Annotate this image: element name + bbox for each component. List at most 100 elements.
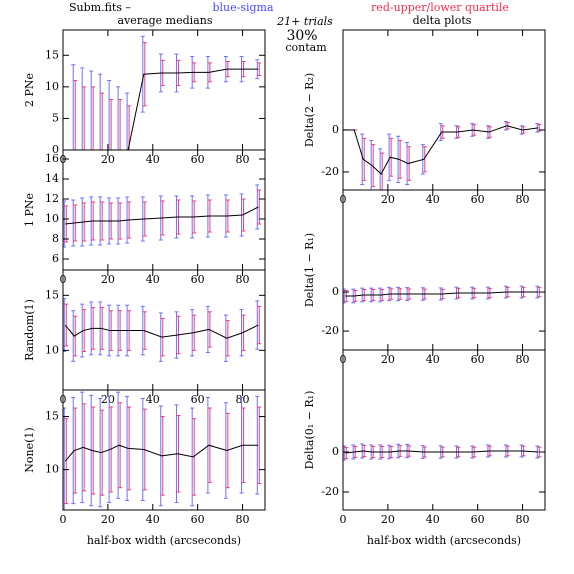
y-tick-label: 15	[45, 410, 59, 423]
quartile-error-bar	[257, 305, 262, 345]
y-axis-label: None(1)	[23, 427, 36, 472]
contam: contam	[285, 41, 327, 54]
x-tick-label: 40	[426, 193, 440, 206]
sigma-error-bar	[438, 123, 443, 141]
x-axis-label: half-box width (arcseconds)	[367, 534, 521, 547]
plot-area	[63, 35, 262, 150]
y-tick-label: 6	[52, 252, 59, 265]
x-tick-label: 20	[101, 513, 115, 526]
x-tick-label: 80	[236, 393, 250, 406]
x-tick-label: 20	[381, 353, 395, 366]
x-tick-label: 20	[381, 193, 395, 206]
quartile-error-bar	[257, 189, 262, 225]
sigma-error-bar	[369, 139, 374, 190]
x-tick-label: 60	[191, 273, 205, 286]
sigma-error-bar	[71, 396, 76, 505]
sigma-error-bar	[205, 396, 210, 494]
quartile-note: red-upper/lower quartile	[371, 1, 509, 14]
y-tick-label: 15	[45, 288, 59, 301]
quartile-error-bar	[118, 98, 123, 150]
data-line	[345, 450, 539, 454]
plot-area	[343, 443, 542, 461]
y-tick-label: 12	[45, 192, 59, 205]
y-tick-label: 10	[45, 80, 59, 93]
panel-frame	[62, 389, 266, 511]
right-title: delta plots	[413, 14, 472, 27]
x-axis-label: half-box width (arcseconds)	[87, 534, 241, 547]
data-line	[65, 68, 259, 150]
data-line	[345, 125, 539, 175]
quartile-error-bar	[73, 315, 78, 357]
x-tick-label: 80	[516, 513, 530, 526]
quartile-error-bar	[422, 146, 427, 173]
sigma-error-bar	[71, 310, 76, 362]
x-tick-label: 20	[381, 513, 395, 526]
y-tick-label: 10	[45, 343, 59, 356]
left-title: average medians	[118, 14, 213, 27]
x-tick-label: 20	[101, 393, 115, 406]
plot-area	[343, 121, 542, 190]
quartile-error-bar	[380, 152, 385, 190]
sigma-error-bar	[140, 35, 145, 113]
x-tick-label: 60	[471, 513, 485, 526]
y-axis-label: 1 PNe	[23, 193, 36, 227]
quartile-error-bar	[257, 62, 262, 76]
x-tick-label: 0	[340, 513, 347, 526]
y-tick-label: 15	[45, 48, 59, 61]
x-tick-label: 40	[426, 353, 440, 366]
x-tick-label: 40	[426, 513, 440, 526]
sigma-error-bar	[80, 67, 85, 150]
sigma-error-bar	[387, 133, 392, 181]
plot-area	[343, 285, 542, 304]
y-tick-label: 0	[332, 285, 339, 298]
sigma-error-bar	[63, 407, 67, 510]
y-axis-label: Random(1)	[23, 299, 36, 361]
y-axis-label: 2 PNe	[23, 73, 36, 107]
panel-frame	[342, 349, 546, 511]
y-axis-label: Delta(2 − R₂)	[303, 73, 316, 147]
data-line	[64, 324, 259, 339]
x-tick-label: 40	[146, 153, 160, 166]
y-tick-label: 0	[332, 123, 339, 136]
x-tick-label: 40	[146, 273, 160, 286]
sigma-note: blue-sigma	[212, 1, 274, 14]
sigma-error-bar	[89, 70, 94, 150]
quartile-error-bar	[127, 105, 132, 150]
x-tick-label: 80	[236, 273, 250, 286]
panel-frame	[342, 189, 546, 351]
x-tick-label: 0	[60, 513, 67, 526]
quartile-error-bar	[64, 303, 69, 347]
quartile-error-bar	[91, 86, 96, 150]
y-tick-label: 14	[45, 172, 59, 185]
trials: 21+ trials	[276, 15, 333, 28]
plot-area	[63, 184, 262, 248]
y-tick-label: 10	[45, 212, 59, 225]
x-tick-label: 60	[191, 153, 205, 166]
y-tick-label: 10	[45, 463, 59, 476]
quartile-error-bar	[64, 418, 69, 505]
y-tick-label: 16	[45, 152, 59, 165]
x-tick-label: 60	[191, 513, 205, 526]
data-line	[65, 206, 259, 225]
contam-pct: 30%	[286, 28, 317, 44]
quartile-error-bar	[192, 418, 197, 496]
y-tick-label: 0	[52, 143, 59, 156]
plot-area	[63, 391, 262, 510]
x-tick-label: 60	[191, 393, 205, 406]
x-tick-label: 80	[516, 193, 530, 206]
sigma-error-bar	[343, 445, 347, 461]
quartile-error-bar	[362, 137, 367, 181]
data-line	[64, 444, 259, 462]
sigma-error-bar	[63, 298, 67, 352]
y-tick-label: -20	[321, 485, 339, 498]
sigma-error-bar	[98, 73, 103, 150]
x-tick-label: 80	[236, 153, 250, 166]
sigma-error-bar	[378, 148, 383, 190]
y-axis-label: Delta(1 − R₁)	[303, 233, 316, 307]
x-tick-label: 20	[101, 273, 115, 286]
x-tick-label: 60	[471, 353, 485, 366]
y-tick-label: 0	[332, 445, 339, 458]
x-tick-label: 60	[471, 193, 485, 206]
plot-area	[63, 298, 262, 362]
